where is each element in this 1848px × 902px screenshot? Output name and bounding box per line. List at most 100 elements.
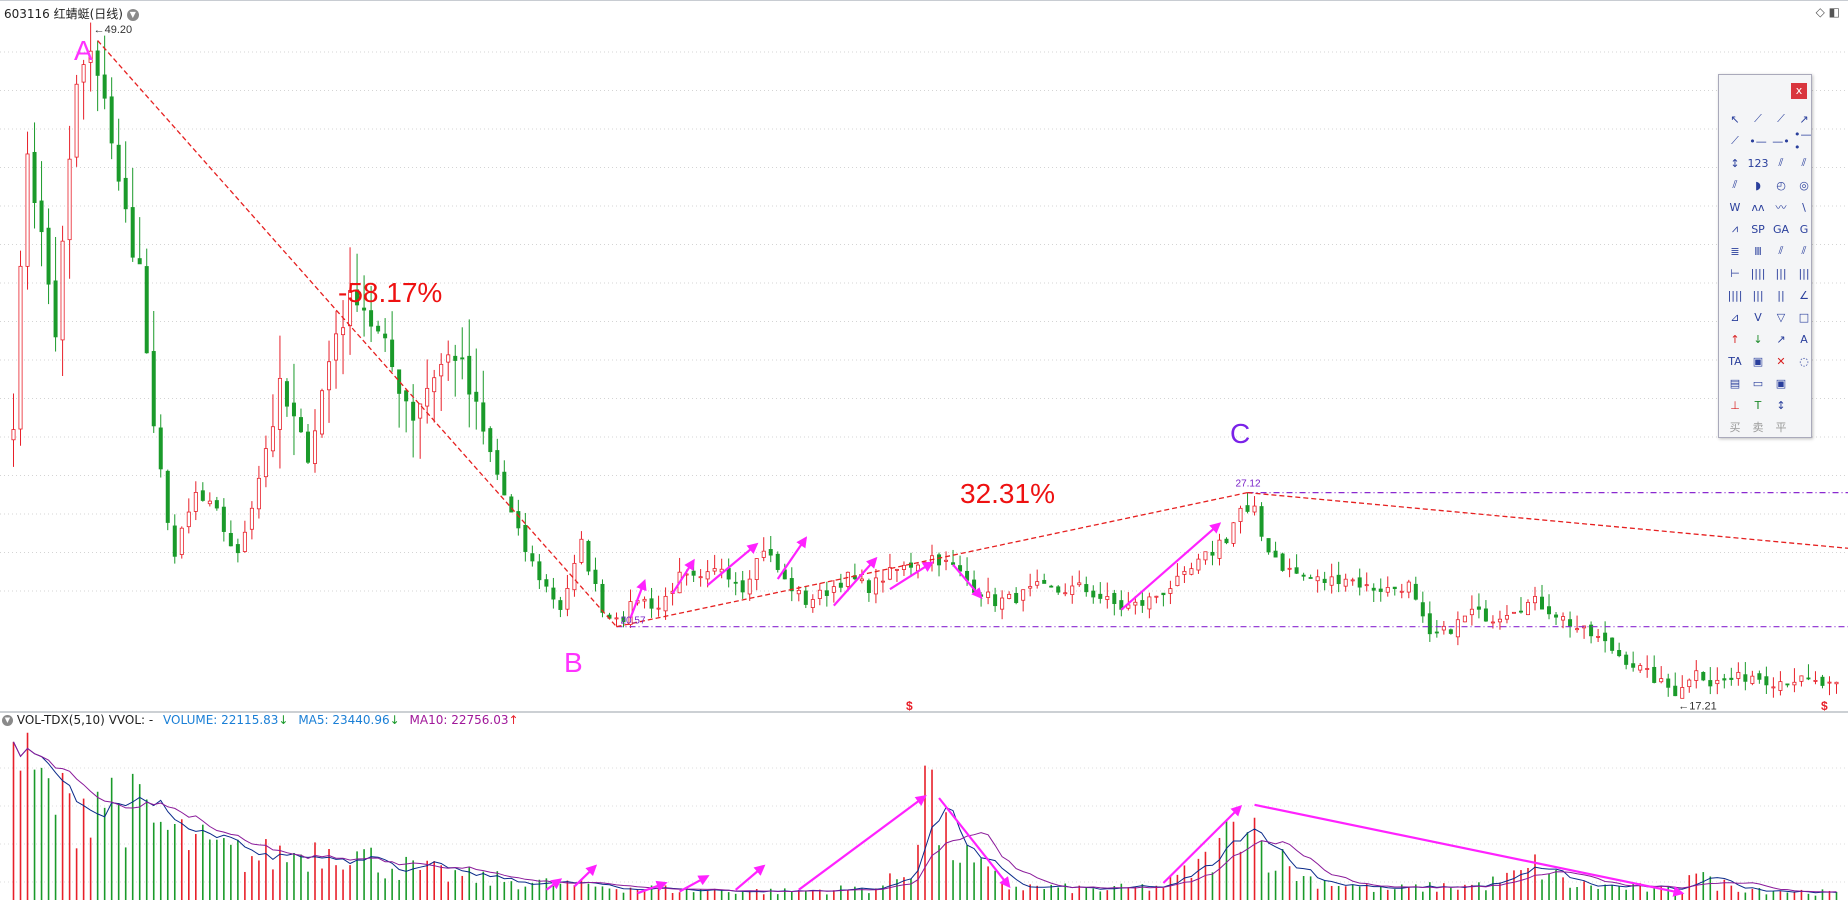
tool-8-icon[interactable]: ↕ (1730, 156, 1740, 170)
candle-body (1210, 551, 1215, 556)
tool-30-icon[interactable]: ||| (1775, 266, 1787, 280)
volume-header: ▼ VOL-TDX(5,10) VVOL: - VOLUME: 22115.83… (2, 713, 519, 727)
tool-44-icon[interactable]: TA (1728, 354, 1742, 368)
tool-9-icon[interactable]: 123 (1747, 156, 1769, 170)
candle-body (1252, 505, 1257, 513)
tool-3-icon[interactable]: ↗ (1799, 112, 1809, 126)
candle-body (1357, 577, 1362, 588)
candle-body (993, 594, 998, 607)
tool-33-icon[interactable]: ||| (1752, 288, 1764, 302)
top-right-controls: ◇ ◧ (1816, 5, 1840, 19)
candle-body (1511, 611, 1516, 614)
candle-body (1694, 670, 1699, 681)
tool-28-icon[interactable]: ⊢ (1730, 266, 1740, 280)
candle-body (923, 562, 928, 564)
tool-14-icon[interactable]: ◴ (1776, 178, 1786, 192)
tool-18-icon[interactable]: 〰 (1775, 201, 1787, 214)
tool-52-icon[interactable]: ⊥ (1730, 398, 1740, 412)
tool-47-icon[interactable]: ◌ (1799, 354, 1809, 368)
candle-body (453, 355, 458, 361)
tool-15-icon[interactable]: ◎ (1799, 178, 1809, 192)
tool-41-icon[interactable]: ↓ (1753, 332, 1763, 346)
candle-body (1589, 624, 1594, 637)
trend-line-ab (97, 40, 617, 628)
tool-23-icon[interactable]: G (1799, 222, 1809, 236)
candle-body (32, 151, 37, 203)
tool-1-icon[interactable]: ⟋ (1754, 112, 1762, 125)
candle-body (551, 587, 556, 600)
candle-body (1266, 538, 1271, 553)
tool-16-icon[interactable]: W (1729, 200, 1741, 214)
tool-4-icon[interactable]: ⟋ (1731, 134, 1739, 147)
tool-34-icon[interactable]: || (1777, 288, 1785, 302)
candle-body (334, 333, 339, 361)
tool-6-icon[interactable]: —• (1772, 134, 1790, 148)
candle-body (1736, 671, 1741, 679)
tool-45-icon[interactable]: ▣ (1752, 354, 1764, 368)
tool-21-icon[interactable]: SP (1751, 222, 1765, 236)
tool-25-icon[interactable]: Ⅲ (1754, 244, 1762, 258)
tool-7-icon[interactable]: •—• (1794, 128, 1812, 154)
volume-layer (12, 732, 1838, 900)
candle-body (397, 369, 402, 394)
candle-body (944, 559, 949, 562)
tool-22-icon[interactable]: GA (1772, 222, 1790, 236)
close-icon[interactable]: x (1791, 83, 1807, 99)
candle-body (593, 569, 598, 584)
tool-42-icon[interactable]: ↗ (1776, 332, 1786, 346)
diamond-icon[interactable]: ◇ (1815, 5, 1825, 19)
trend-arrow (776, 536, 808, 580)
tool-31-icon[interactable]: ||| (1798, 266, 1810, 280)
tool-20-icon[interactable]: ⩘ (1731, 222, 1739, 235)
tool-35-icon[interactable]: ∠ (1799, 288, 1809, 302)
tool-19-icon[interactable]: \ (1802, 200, 1806, 214)
candle-body (621, 616, 626, 623)
tool-40-icon[interactable]: ↑ (1730, 332, 1740, 346)
candle-body (130, 207, 135, 258)
tool-58-icon[interactable]: 平 (1775, 421, 1787, 434)
tool-10-icon[interactable]: ⫽ (1778, 156, 1784, 169)
tool-26-icon[interactable]: ⫽ (1778, 244, 1784, 257)
tool-38-icon[interactable]: ▽ (1776, 310, 1786, 324)
chevron-down-icon[interactable]: ▼ (126, 8, 139, 21)
candle-body (1687, 679, 1692, 688)
tool-17-icon[interactable]: ʌʌ (1751, 200, 1765, 214)
tool-2-icon[interactable]: ⟋ (1777, 112, 1785, 125)
candle-body (1364, 584, 1369, 587)
collapse-icon[interactable]: ▼ (2, 715, 13, 726)
candle-body (312, 430, 317, 464)
candle-body (411, 401, 416, 421)
candle-body (284, 381, 289, 407)
candle-body (873, 577, 878, 595)
tool-27-icon[interactable]: ⫽ (1801, 244, 1807, 257)
tool-0-icon[interactable]: ↖ (1730, 112, 1740, 126)
candle-body (1806, 677, 1811, 680)
indicator-name[interactable]: VOL-TDX(5,10) (16, 713, 105, 727)
tool-13-icon[interactable]: ◗ (1755, 178, 1761, 192)
tool-24-icon[interactable]: ≣ (1730, 244, 1740, 258)
candle-body (81, 64, 86, 83)
window-toggle-icon[interactable]: ◧ (1828, 5, 1840, 19)
tool-29-icon[interactable]: |||| (1750, 266, 1766, 280)
tool-37-icon[interactable]: V (1754, 310, 1762, 324)
tool-57-icon[interactable]: 卖 (1752, 421, 1764, 434)
candle-body (123, 177, 128, 210)
tool-11-icon[interactable]: ⫽ (1801, 156, 1807, 169)
label-decline-pct: -58.17% (338, 277, 442, 308)
tool-54-icon[interactable]: ↕ (1776, 398, 1786, 412)
tool-32-icon[interactable]: |||| (1727, 288, 1743, 302)
label-price-b: 20.57 (620, 616, 645, 627)
tool-5-icon[interactable]: •— (1749, 134, 1767, 148)
tool-46-icon[interactable]: ✕ (1776, 354, 1786, 368)
tool-43-icon[interactable]: A (1800, 332, 1808, 346)
tool-12-icon[interactable]: ⫽ (1732, 178, 1738, 191)
tool-39-icon[interactable]: □ (1798, 310, 1810, 324)
tool-56-icon[interactable]: 买 (1729, 421, 1741, 434)
tool-50-icon[interactable]: ▣ (1775, 376, 1787, 390)
tool-36-icon[interactable]: ⊿ (1730, 310, 1740, 324)
tool-48-icon[interactable]: ▤ (1729, 376, 1741, 390)
candle-body (495, 450, 500, 475)
candle-body (1259, 506, 1264, 537)
tool-49-icon[interactable]: ▭ (1752, 376, 1764, 390)
tool-53-icon[interactable]: T (1754, 398, 1762, 412)
